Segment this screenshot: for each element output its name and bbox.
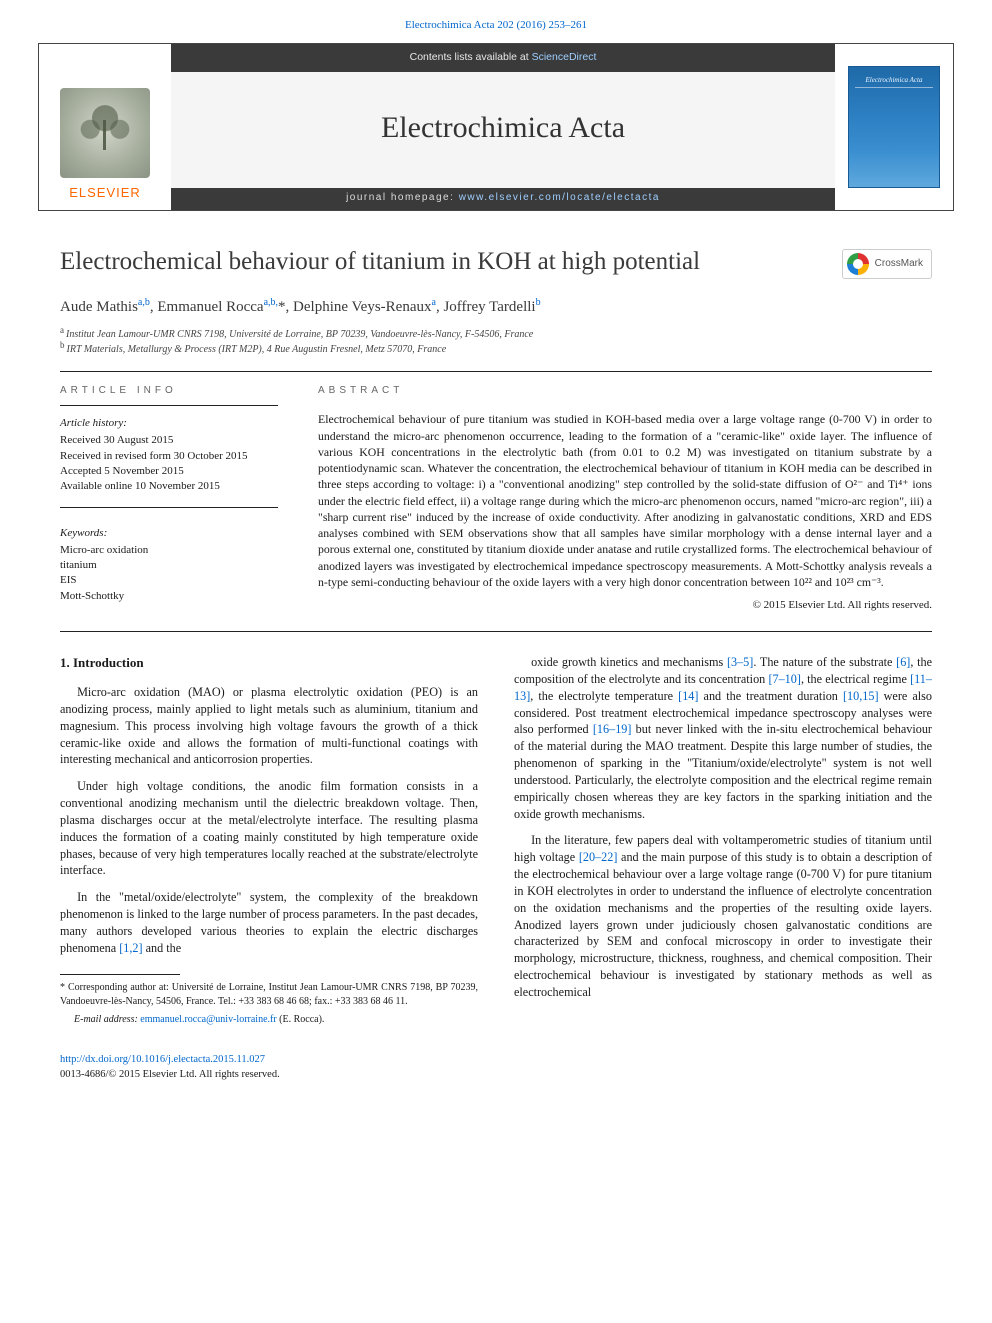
contents-line: Contents lists available at ScienceDirec… (410, 50, 597, 64)
history-item: Received 30 August 2015 (60, 433, 278, 448)
affiliations: aInstitut Jean Lamour-UMR CNRS 7198, Uni… (60, 327, 932, 357)
elsevier-tree-icon (60, 88, 150, 178)
body-paragraph: In the "metal/oxide/electrolyte" system,… (60, 889, 478, 956)
homepage-line: journal homepage: www.elsevier.com/locat… (346, 191, 660, 205)
article-title: Electrochemical behaviour of titanium in… (60, 245, 700, 279)
banner-center: Contents lists available at ScienceDirec… (171, 44, 835, 210)
doi-link[interactable]: http://dx.doi.org/10.1016/j.electacta.20… (60, 1053, 932, 1067)
body-paragraph: Micro-arc oxidation (MAO) or plasma elec… (60, 684, 478, 768)
email-label: E-mail address: (74, 1014, 140, 1025)
email-footnote: E-mail address: emmanuel.rocca@univ-lorr… (60, 1013, 478, 1027)
contents-prefix: Contents lists available at (410, 51, 532, 63)
crossmark-button[interactable]: CrossMark (842, 249, 932, 279)
body-paragraph: oxide growth kinetics and mechanisms [3–… (514, 654, 932, 822)
journal-name: Electrochimica Acta (381, 108, 625, 149)
abstract-header: ABSTRACT (318, 372, 932, 406)
keywords-label: Keywords: (60, 526, 278, 541)
section-heading: 1. Introduction (60, 654, 478, 672)
divider (60, 631, 932, 632)
keyword: EIS (60, 573, 278, 588)
history-item: Received in revised form 30 October 2015 (60, 449, 278, 464)
crossmark-label: CrossMark (875, 257, 923, 271)
crossmark-icon (847, 253, 869, 275)
homepage-link[interactable]: www.elsevier.com/locate/electacta (459, 192, 660, 203)
authors-line: Aude Mathisa,b, Emmanuel Roccaa,b,*, Del… (60, 297, 932, 317)
history-item: Accepted 5 November 2015 (60, 464, 278, 479)
issn-copyright: 0013-4686/© 2015 Elsevier Ltd. All right… (60, 1068, 932, 1082)
history-item: Available online 10 November 2015 (60, 479, 278, 494)
sciencedirect-link[interactable]: ScienceDirect (532, 51, 597, 63)
keyword: Micro-arc oxidation (60, 543, 278, 558)
abstract-column: ABSTRACT Electrochemical behaviour of pu… (318, 372, 932, 613)
body-text: 1. Introduction Micro-arc oxidation (MAO… (60, 654, 932, 1031)
footer-block: http://dx.doi.org/10.1016/j.electacta.20… (0, 1041, 992, 1111)
publisher-block: ELSEVIER (39, 44, 171, 210)
abstract-text: Electrochemical behaviour of pure titani… (318, 411, 932, 590)
keyword: Mott-Schottky (60, 589, 278, 604)
affiliation-b: bIRT Materials, Metallurgy & Process (IR… (60, 342, 932, 357)
article-info-column: ARTICLE INFO Article history: Received 3… (60, 372, 278, 613)
divider (60, 507, 278, 508)
corresponding-footnote: * Corresponding author at: Université de… (60, 981, 478, 1009)
affiliation-a: aInstitut Jean Lamour-UMR CNRS 7198, Uni… (60, 327, 932, 342)
cover-block: Electrochimica Acta (835, 44, 953, 210)
email-who: (E. Rocca). (277, 1014, 325, 1025)
article-info-header: ARTICLE INFO (60, 372, 278, 407)
publisher-name: ELSEVIER (69, 184, 141, 202)
journal-citation[interactable]: Electrochimica Acta 202 (2016) 253–261 (0, 0, 992, 43)
body-paragraph: Under high voltage conditions, the anodi… (60, 778, 478, 879)
footnote-rule (60, 974, 180, 975)
corresponding-email-link[interactable]: emmanuel.rocca@univ-lorraine.fr (140, 1014, 276, 1025)
journal-banner: ELSEVIER Contents lists available at Sci… (38, 43, 954, 211)
history-label: Article history: (60, 416, 278, 431)
homepage-prefix: journal homepage: (346, 192, 459, 203)
abstract-copyright: © 2015 Elsevier Ltd. All rights reserved… (318, 598, 932, 613)
cover-title: Electrochimica Acta (849, 76, 939, 85)
journal-cover-icon: Electrochimica Acta (848, 66, 940, 188)
keyword: titanium (60, 558, 278, 573)
body-paragraph: In the literature, few papers deal with … (514, 832, 932, 1000)
